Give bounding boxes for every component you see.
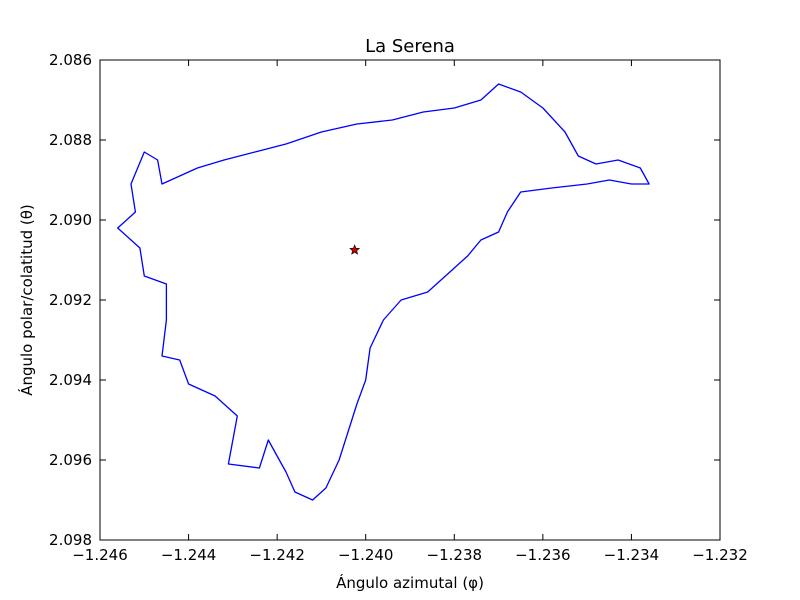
- y-tick-label: 2.098: [49, 531, 92, 549]
- x-axis-label: Ángulo azimutal (φ): [336, 573, 484, 592]
- y-tick-label: 2.092: [49, 291, 92, 309]
- y-tick-label: 2.090: [49, 211, 92, 229]
- x-tick-label: −1.242: [249, 546, 305, 564]
- chart-title: La Serena: [365, 36, 455, 57]
- x-tick-label: −1.234: [604, 546, 660, 564]
- y-tick-label: 2.088: [49, 131, 92, 149]
- x-tick-label: −1.240: [338, 546, 394, 564]
- y-tick-label: 2.096: [49, 451, 92, 469]
- y-axis-label: Ángulo polar/colatitud (θ): [17, 204, 36, 396]
- x-tick-label: −1.232: [692, 546, 748, 564]
- y-tick-label: 2.094: [49, 371, 92, 389]
- x-tick-label: −1.236: [515, 546, 571, 564]
- y-tick-label: 2.086: [49, 51, 92, 69]
- x-tick-label: −1.238: [427, 546, 483, 564]
- x-tick-label: −1.244: [161, 546, 217, 564]
